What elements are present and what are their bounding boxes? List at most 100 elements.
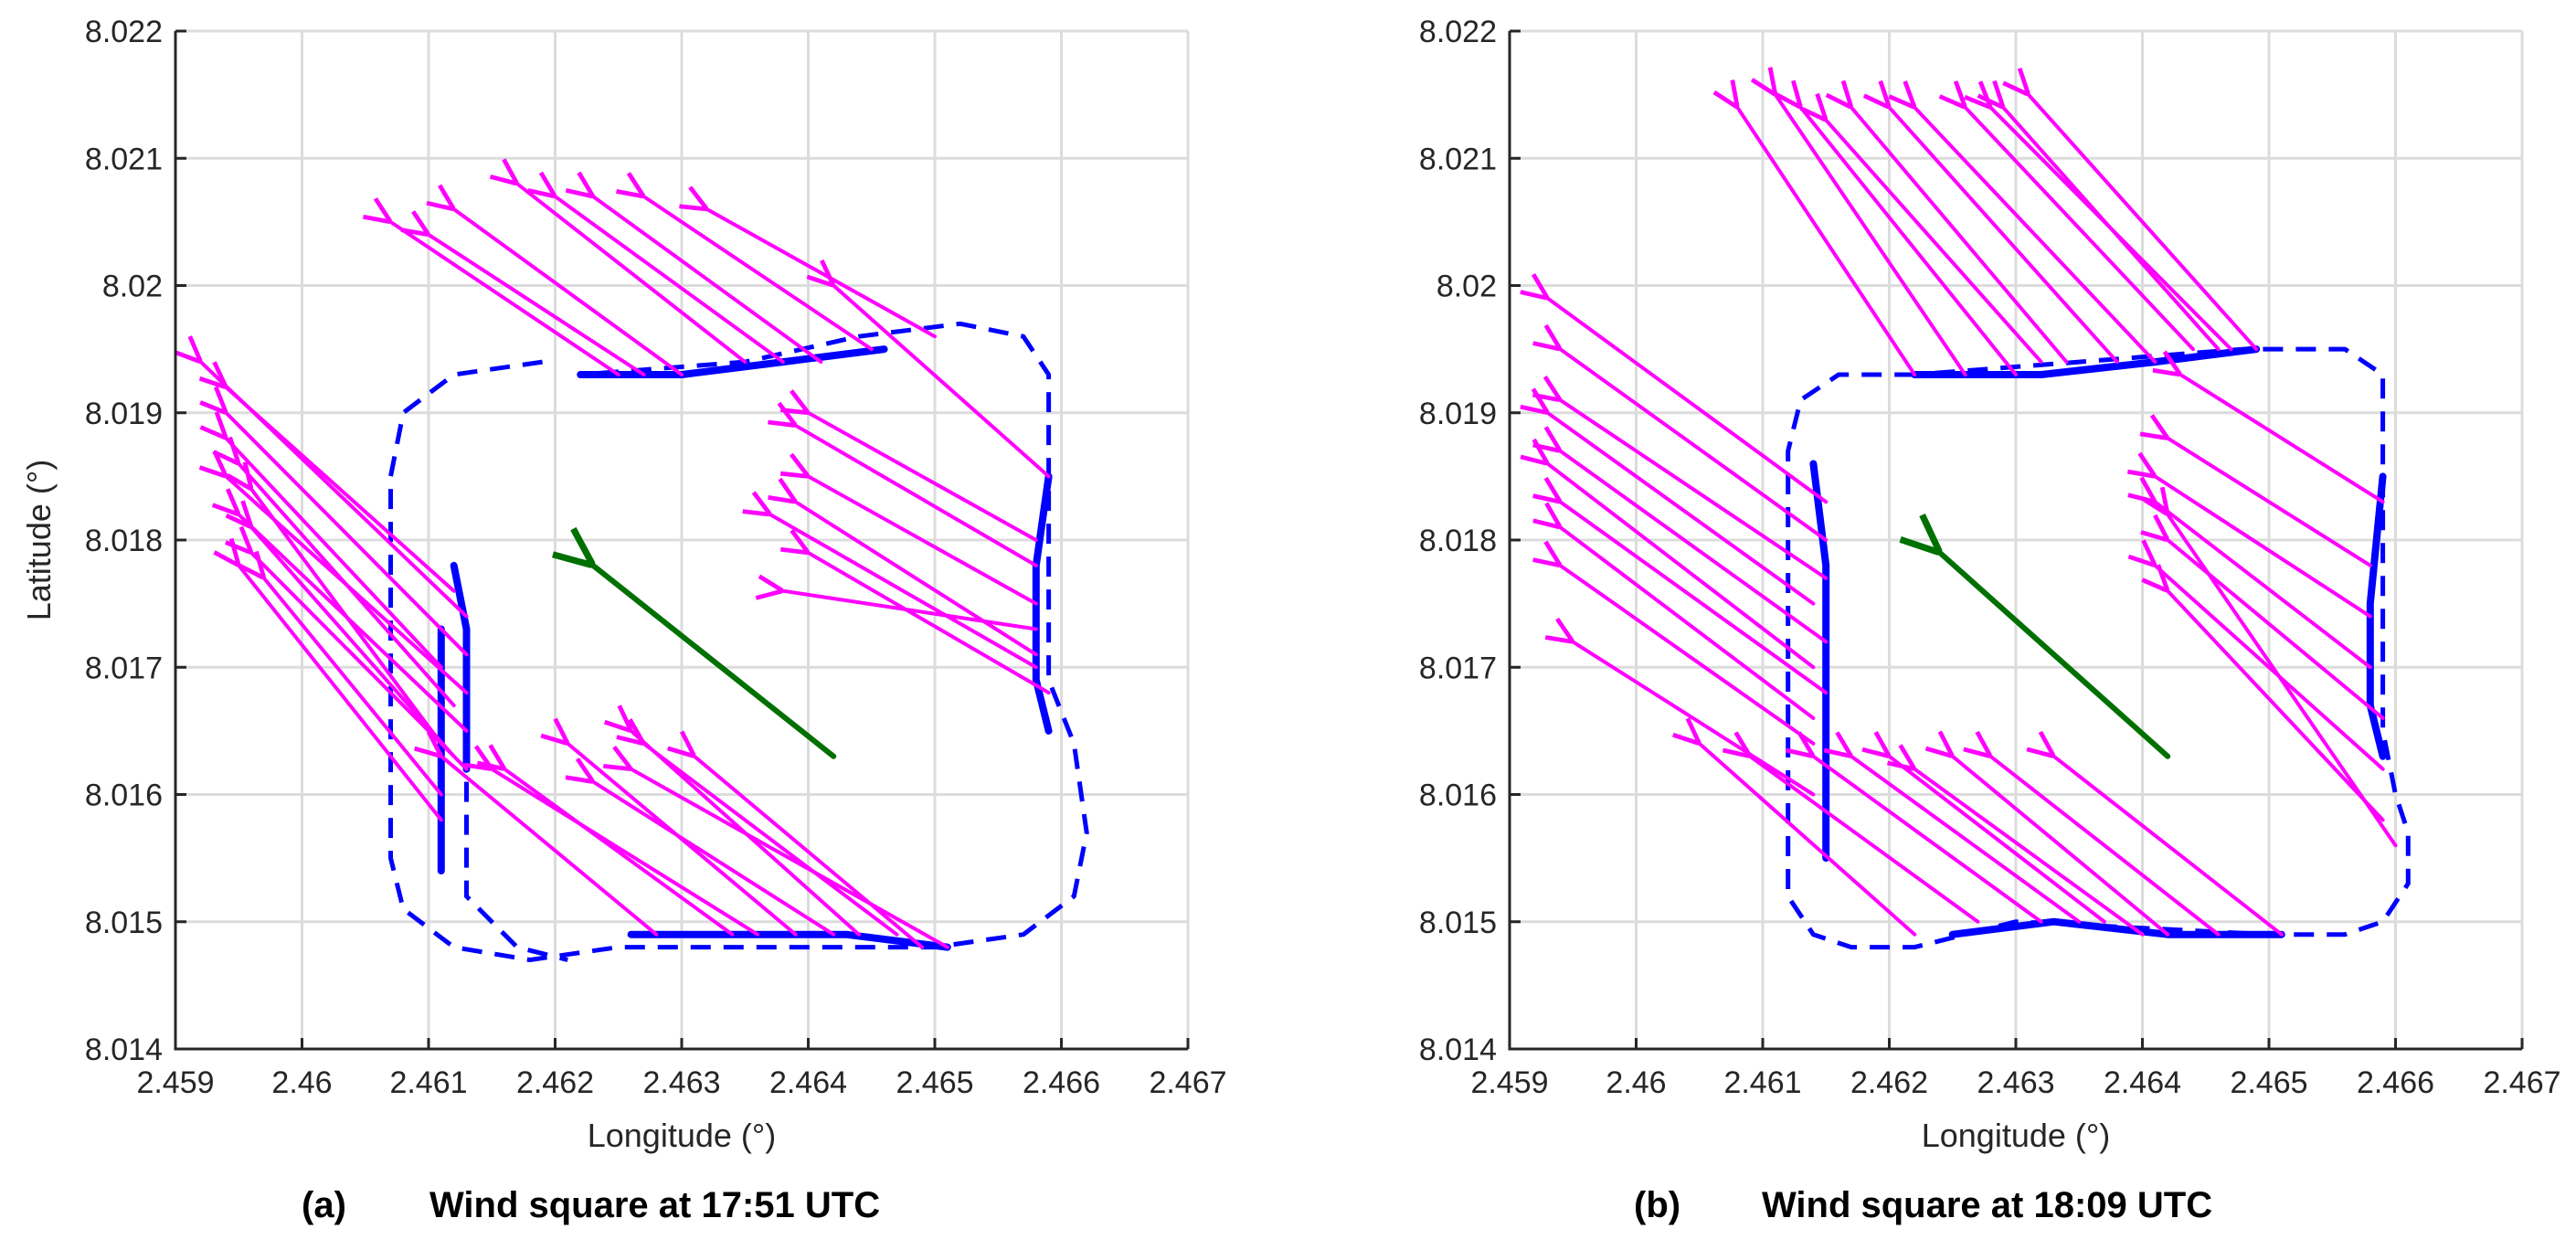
panel-a-xtick-label: 2.459 <box>136 1065 214 1100</box>
panel-b-ytick-label: 8.018 <box>1419 524 1497 558</box>
panel-b-xtick-label: 2.467 <box>2483 1065 2560 1100</box>
panel-a-wind-vector <box>226 413 469 657</box>
panel-b-label: (b) <box>1634 1185 1680 1225</box>
panel-a-wind-vector <box>593 782 836 937</box>
panel-a-ytick-label: 8.02 <box>102 270 163 304</box>
panel-b-xtick-label: 2.46 <box>1606 1065 1666 1100</box>
panel-a-wind-vector <box>441 757 659 937</box>
panel-a-wind-vector <box>226 387 456 593</box>
panel-b-wind-vector <box>1560 400 1829 580</box>
panel-a-xtick-label: 2.462 <box>516 1065 594 1100</box>
panel-a-xtick-label: 2.46 <box>271 1065 332 1100</box>
panel-b-wind-vector <box>1750 757 1980 924</box>
panel-a-xtick-label: 2.463 <box>642 1065 720 1100</box>
panel-b-xtick-label: 2.462 <box>1850 1065 1928 1100</box>
panel-b-mean-wind-arrow <box>1940 553 2171 759</box>
panel-a-grid <box>174 29 1190 1051</box>
panel-a-track-dashed-inner <box>464 781 568 962</box>
panel-b-wind-vector <box>2029 95 2259 352</box>
panel-b-wind-vector <box>1560 502 1829 695</box>
panel-a-title: Wind square at 17:51 UTC <box>429 1185 880 1225</box>
panel-a-wind-vector <box>226 439 443 670</box>
panel-a-wind-vector <box>694 757 925 949</box>
panel-a-wind-vectors <box>201 184 1051 949</box>
panel-a-ytick-label: 8.021 <box>85 142 163 176</box>
panel-b-wind-vector <box>1990 757 2221 937</box>
panel-b-wind-vector <box>2180 375 2385 504</box>
panel-b-track-solid <box>1809 460 1830 863</box>
panel-b: 2.459 2.46 2.461 2.462 2.463 2.464 2.465 2.466 2… <box>1419 15 2561 1225</box>
panel-b-ytick-label: 8.016 <box>1419 779 1497 813</box>
panel-a-wind-vector <box>390 222 620 376</box>
panel-b-xtick-label: 2.463 <box>1977 1065 2054 1100</box>
panel-b-wind-vector <box>1801 108 2018 376</box>
panel-a-wind-vector <box>809 413 1038 542</box>
panel-a-wind-vector <box>239 566 443 822</box>
panel-b-wind-vector <box>1826 120 2043 365</box>
panel-b-wind-vector <box>1851 757 2082 924</box>
panel-b-xtick-label: 2.464 <box>2104 1065 2181 1100</box>
panel-b-wind-vector <box>1953 757 2170 937</box>
panel-b-wind-vectors <box>1548 95 2398 937</box>
panel-a-label: (a) <box>302 1185 346 1225</box>
panel-b-mean-wind <box>1940 553 2171 759</box>
panel-b-xlabel: Longitude (°) <box>1922 1117 2111 1154</box>
panel-b-wind-vector <box>1548 463 1816 670</box>
panel-a-ytick-label: 8.019 <box>85 397 163 431</box>
panel-a-xtick-label: 2.461 <box>389 1065 467 1100</box>
panel-b-track-solid <box>1948 917 2285 938</box>
panel-a-wind-vector <box>556 196 785 365</box>
panel-b-wind-vector <box>1737 108 1917 376</box>
panel-a-wind-vector <box>809 476 1038 606</box>
panel-b-ytick-label: 8.02 <box>1436 270 1497 304</box>
panel-b-wind-vector <box>1776 95 1967 376</box>
panel-a-ytick-label: 8.018 <box>85 524 163 558</box>
panel-b-wind-vector <box>2155 566 2385 771</box>
panel-a-track-solid <box>627 930 951 951</box>
panel-b-xtick-label: 2.459 <box>1470 1065 1548 1100</box>
panel-b-wind-vector <box>1890 757 2106 924</box>
panel-a-wind-vector <box>454 209 684 376</box>
panel-b-grid <box>1508 29 2524 1051</box>
panel-a-wind-vector <box>796 426 1038 567</box>
panel-b-wind-vector <box>1851 108 2069 365</box>
panel-a-axes <box>174 29 1190 1051</box>
panel-b-wind-vector <box>1560 349 1829 542</box>
panel-b-wind-vector <box>1548 298 1829 504</box>
panel-b-wind-vector <box>1890 108 2119 365</box>
panel-b-wind-vector <box>1914 769 2145 937</box>
panel-a-wind-vector <box>251 489 443 746</box>
panel-b-xtick-label: 2.465 <box>2230 1065 2307 1100</box>
panel-b-wind-vector <box>2168 591 2385 822</box>
panel-a-ytick-label: 8.022 <box>85 15 163 49</box>
panel-a-ytick-label: 8.017 <box>85 651 163 685</box>
panel-b-wind-vector <box>1560 566 1816 746</box>
panel-b-track-solid <box>1911 345 2261 378</box>
panel-b-title: Wind square at 18:09 UTC <box>1762 1185 2212 1225</box>
panel-b-wind-vector <box>1560 451 1829 644</box>
panel-a-wind-vector <box>429 235 646 376</box>
panel-a-mean-wind <box>593 566 837 759</box>
panel-a-ytick-label: 8.016 <box>85 779 163 813</box>
panel-b-wind-vector <box>2054 757 2284 937</box>
panel-b-wind-vector <box>2168 540 2385 720</box>
panel-a-track-solid <box>1032 472 1053 735</box>
panel-a-wind-vector <box>643 196 874 352</box>
panel-a-xtick-label: 2.465 <box>896 1065 973 1100</box>
panel-a-wind-vector <box>643 744 899 937</box>
panel-b-wind-vector <box>2003 108 2221 352</box>
panel-a-wind-vector <box>833 286 1051 479</box>
panel-b-wind-vector <box>1914 108 2157 365</box>
panel-b-wind-vector <box>1548 413 1816 606</box>
panel-a: 2.459 2.46 2.461 2.462 2.463 2.464 2.465 2.466 2… <box>20 15 1227 1225</box>
panel-b-ytick-label: 8.015 <box>1419 906 1497 940</box>
panel-a-ticks: 2.459 2.46 2.461 2.462 2.463 2.464 2.465 2.466 2… <box>85 15 1227 1100</box>
panel-a-ytick-label: 8.014 <box>85 1033 163 1067</box>
panel-a-wind-vector <box>770 514 1038 670</box>
panel-b-track-solid <box>2366 472 2387 760</box>
panel-b-axes <box>1508 29 2524 1051</box>
panel-a-wind-vector <box>783 591 1038 631</box>
panel-b-ticks: 2.459 2.46 2.461 2.462 2.463 2.464 2.465 2.466 2… <box>1419 15 2561 1100</box>
panel-b-wind-vector <box>2155 476 2372 619</box>
